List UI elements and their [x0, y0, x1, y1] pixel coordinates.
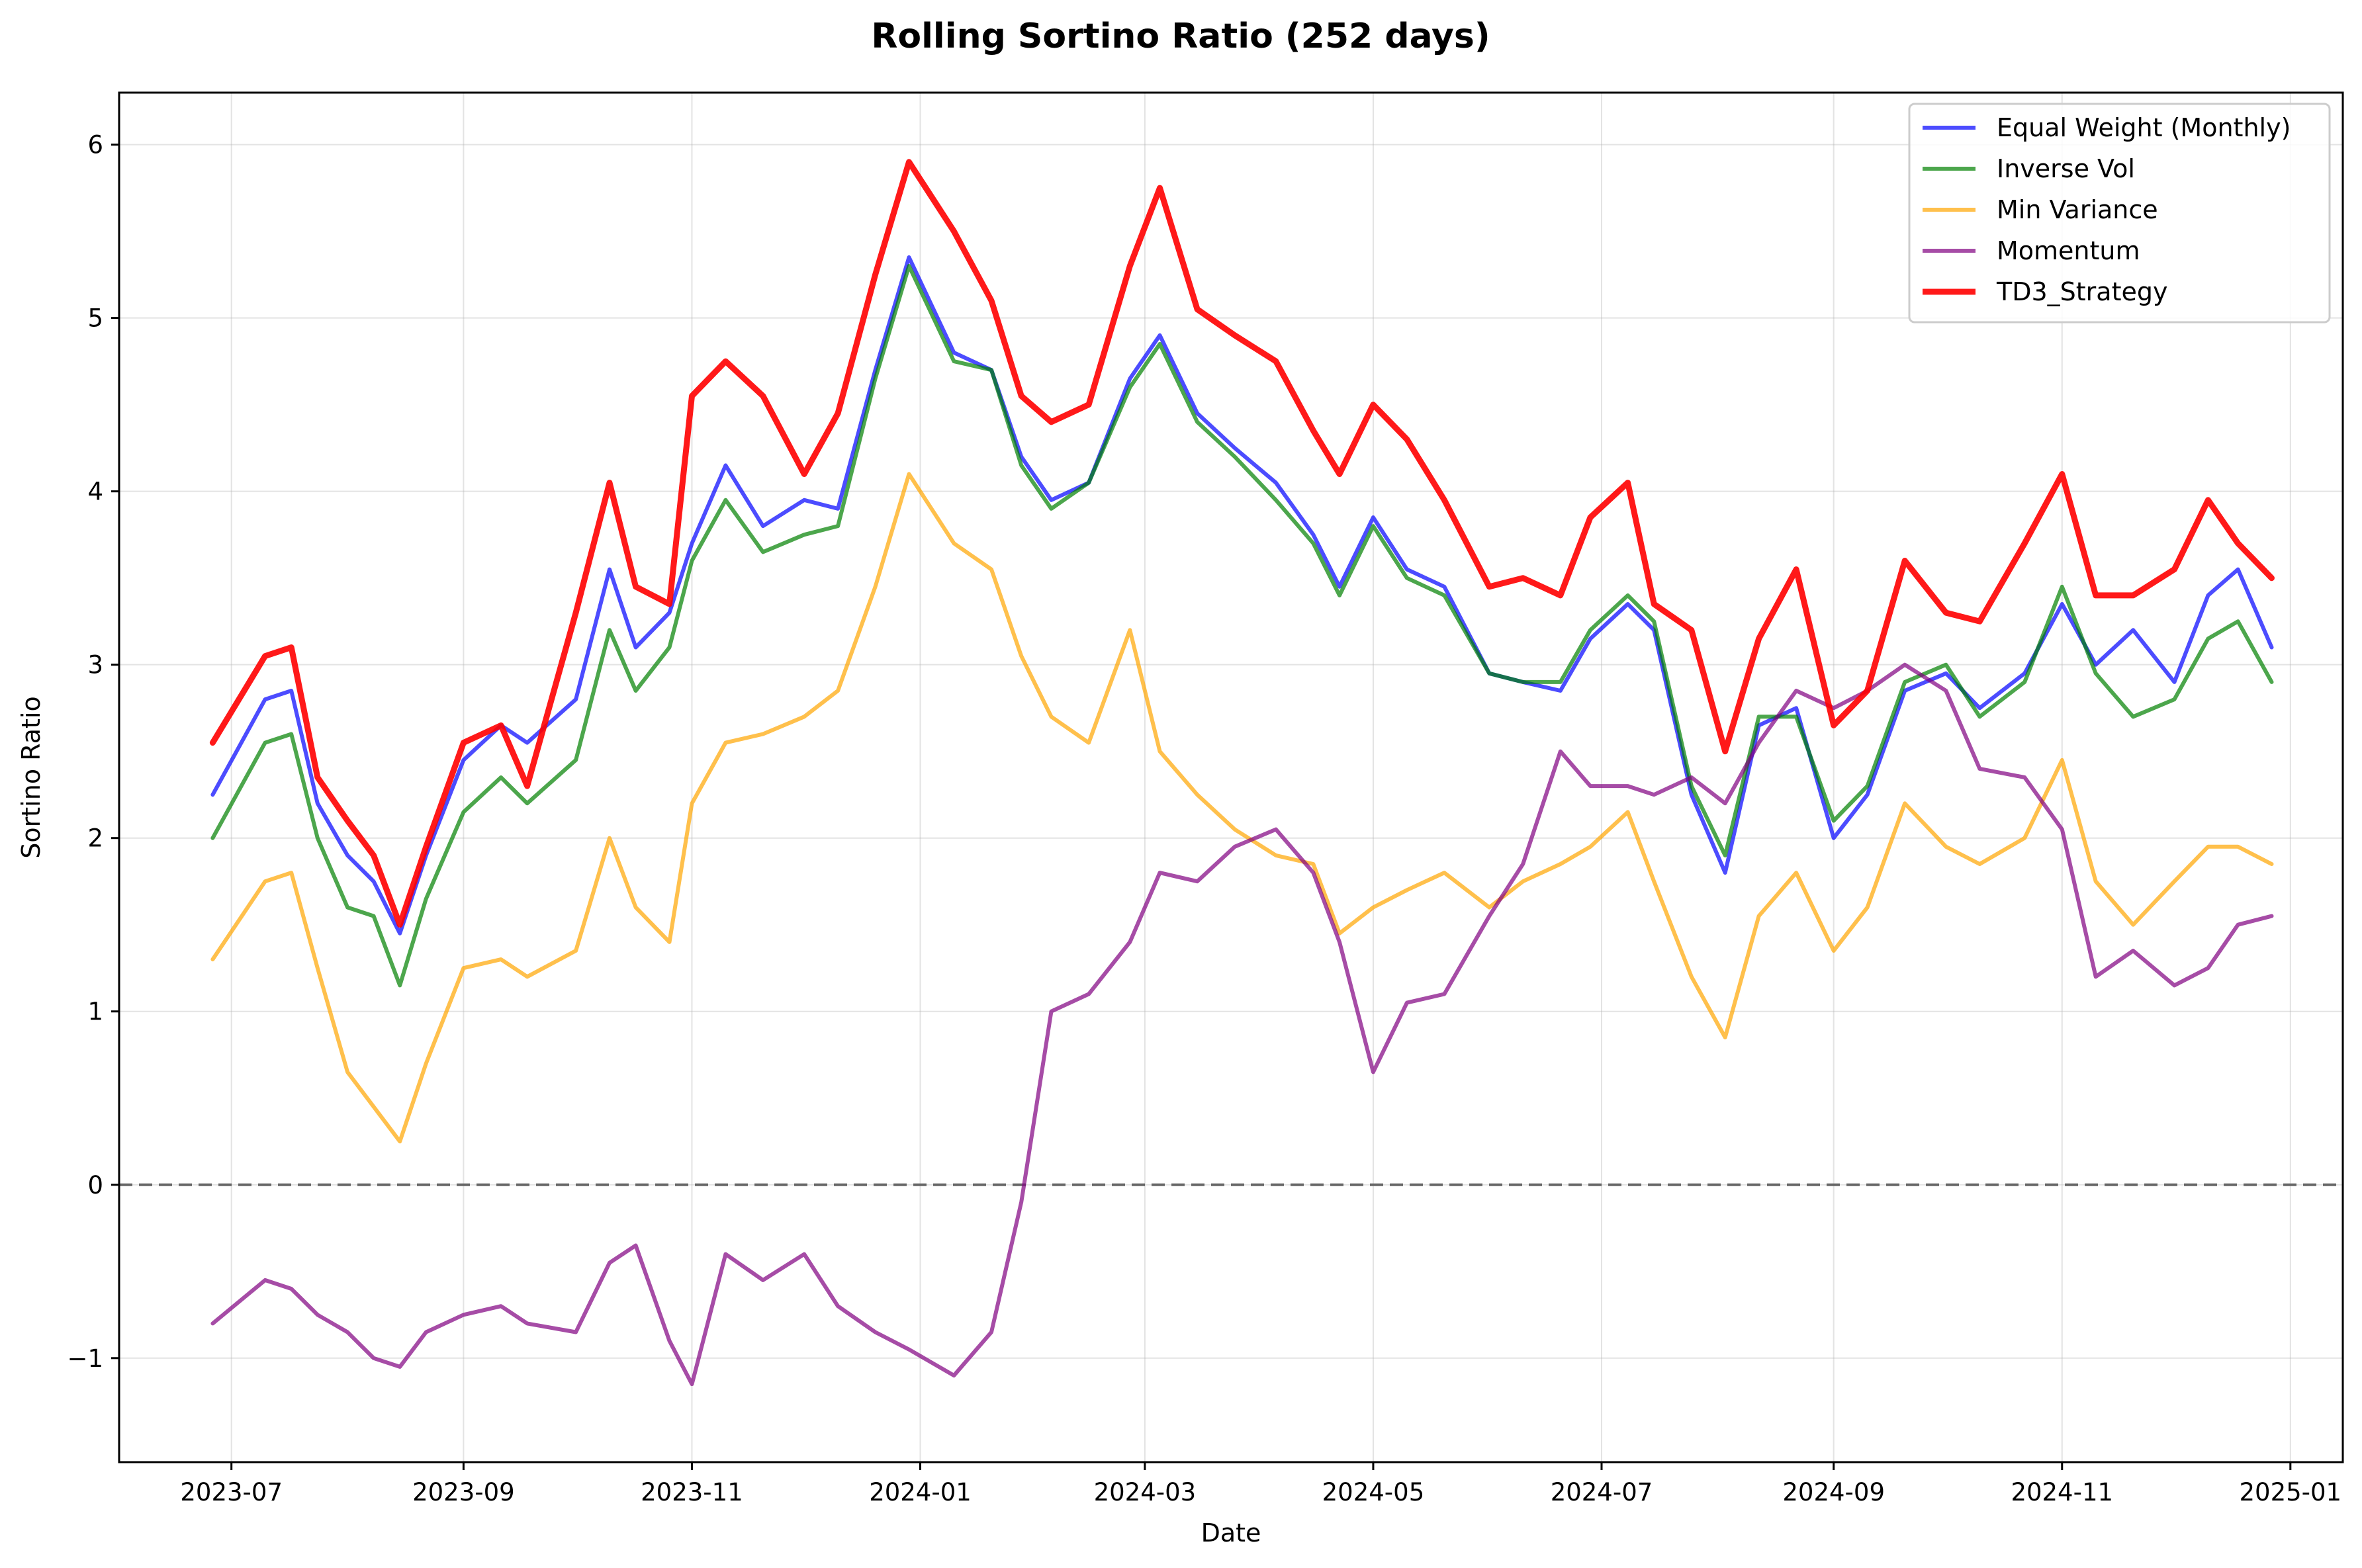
y-tick-label: −1 — [67, 1344, 103, 1373]
x-tick-label: 2025-01 — [2240, 1478, 2342, 1506]
series-lines — [209, 159, 2275, 1387]
x-tick-label: 2024-03 — [1094, 1478, 1197, 1506]
x-tick-label: 2023-07 — [180, 1478, 283, 1506]
y-tick-label: 1 — [87, 998, 103, 1026]
x-tick-label: 2024-01 — [869, 1478, 972, 1506]
legend-label: Equal Weight (Monthly) — [1997, 113, 2291, 142]
legend-label: Inverse Vol — [1997, 154, 2135, 183]
x-tick-label: 2023-09 — [412, 1478, 515, 1506]
y-axis-label: Sortino Ratio — [17, 696, 46, 858]
legend-label: Min Variance — [1997, 195, 2158, 224]
series-line-equal-weight-monthly- — [210, 255, 2274, 936]
y-tick-label: 5 — [87, 304, 103, 333]
y-tick-label: 4 — [87, 478, 103, 506]
legend-label: Momentum — [1997, 236, 2140, 265]
y-axis-ticks: −1 0 1 2 3 4 5 6 — [67, 131, 119, 1373]
x-tick-label: 2023-11 — [641, 1478, 743, 1506]
y-tick-label: 0 — [87, 1171, 103, 1199]
legend-label: TD3_Strategy — [1996, 277, 2167, 306]
series-line-td3-strategy — [209, 159, 2275, 928]
series-line-momentum — [210, 662, 2274, 1387]
x-tick-label: 2024-11 — [2011, 1478, 2113, 1506]
x-tick-label: 2024-07 — [1551, 1478, 1653, 1506]
y-tick-label: 6 — [87, 131, 103, 159]
x-tick-label: 2024-05 — [1322, 1478, 1425, 1506]
legend: Equal Weight (Monthly) Inverse Vol Min Var… — [1908, 103, 2331, 324]
x-axis-label: Date — [1201, 1518, 1261, 1547]
y-tick-label: 3 — [87, 651, 103, 679]
series-line-min-variance — [210, 472, 2274, 1144]
plot-frame — [118, 91, 2344, 1463]
x-tick-label: 2024-09 — [1782, 1478, 1885, 1506]
y-tick-label: 2 — [87, 824, 103, 853]
x-axis-ticks: 2023-07 2023-09 2023-11 2024-01 2024-03 2024-… — [180, 1462, 2341, 1506]
chart-title: Rolling Sortino Ratio (252 days) — [871, 17, 1490, 56]
legend-box — [1908, 103, 2331, 324]
series-line-inverse-vol — [210, 264, 2274, 988]
